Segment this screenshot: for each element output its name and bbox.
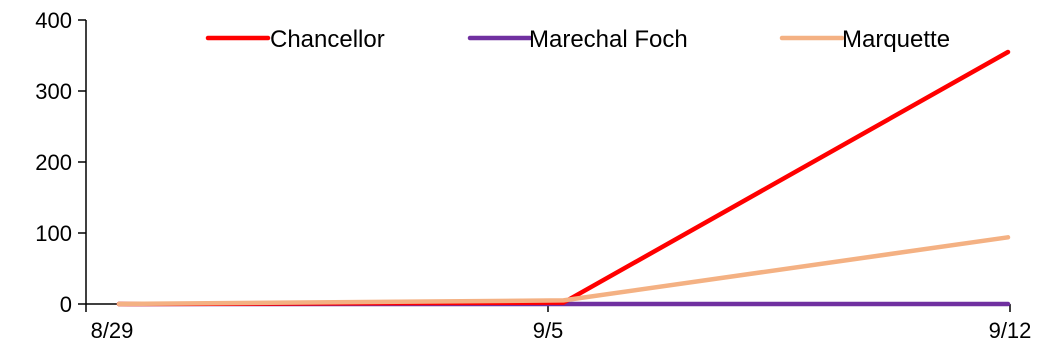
series-line-chancellor (116, 49, 1011, 307)
x-tick-label: 9/12 (989, 318, 1032, 343)
x-ticks: 8/29 9/5 9/12 (85, 304, 1032, 343)
y-tick-label: 0 (60, 292, 72, 317)
y-tick-label: 200 (35, 150, 72, 175)
y-ticks: 0 100 200 300 400 (35, 8, 86, 317)
y-tick-label: 300 (35, 79, 72, 104)
legend: Chancellor Marechal Foch Marquette (205, 26, 950, 53)
y-tick-label: 400 (35, 8, 72, 33)
y-tick-label: 100 (35, 221, 72, 246)
legend-label-marechal-foch: Marechal Foch (529, 26, 688, 53)
x-tick-label: 8/29 (91, 318, 134, 343)
series-layer (116, 49, 1011, 307)
axes (85, 20, 1010, 305)
legend-label-marquette: Marquette (842, 26, 950, 53)
legend-label-chancellor: Chancellor (270, 26, 385, 53)
x-tick-label: 9/5 (533, 318, 564, 343)
series-line-marquette (116, 235, 1011, 307)
